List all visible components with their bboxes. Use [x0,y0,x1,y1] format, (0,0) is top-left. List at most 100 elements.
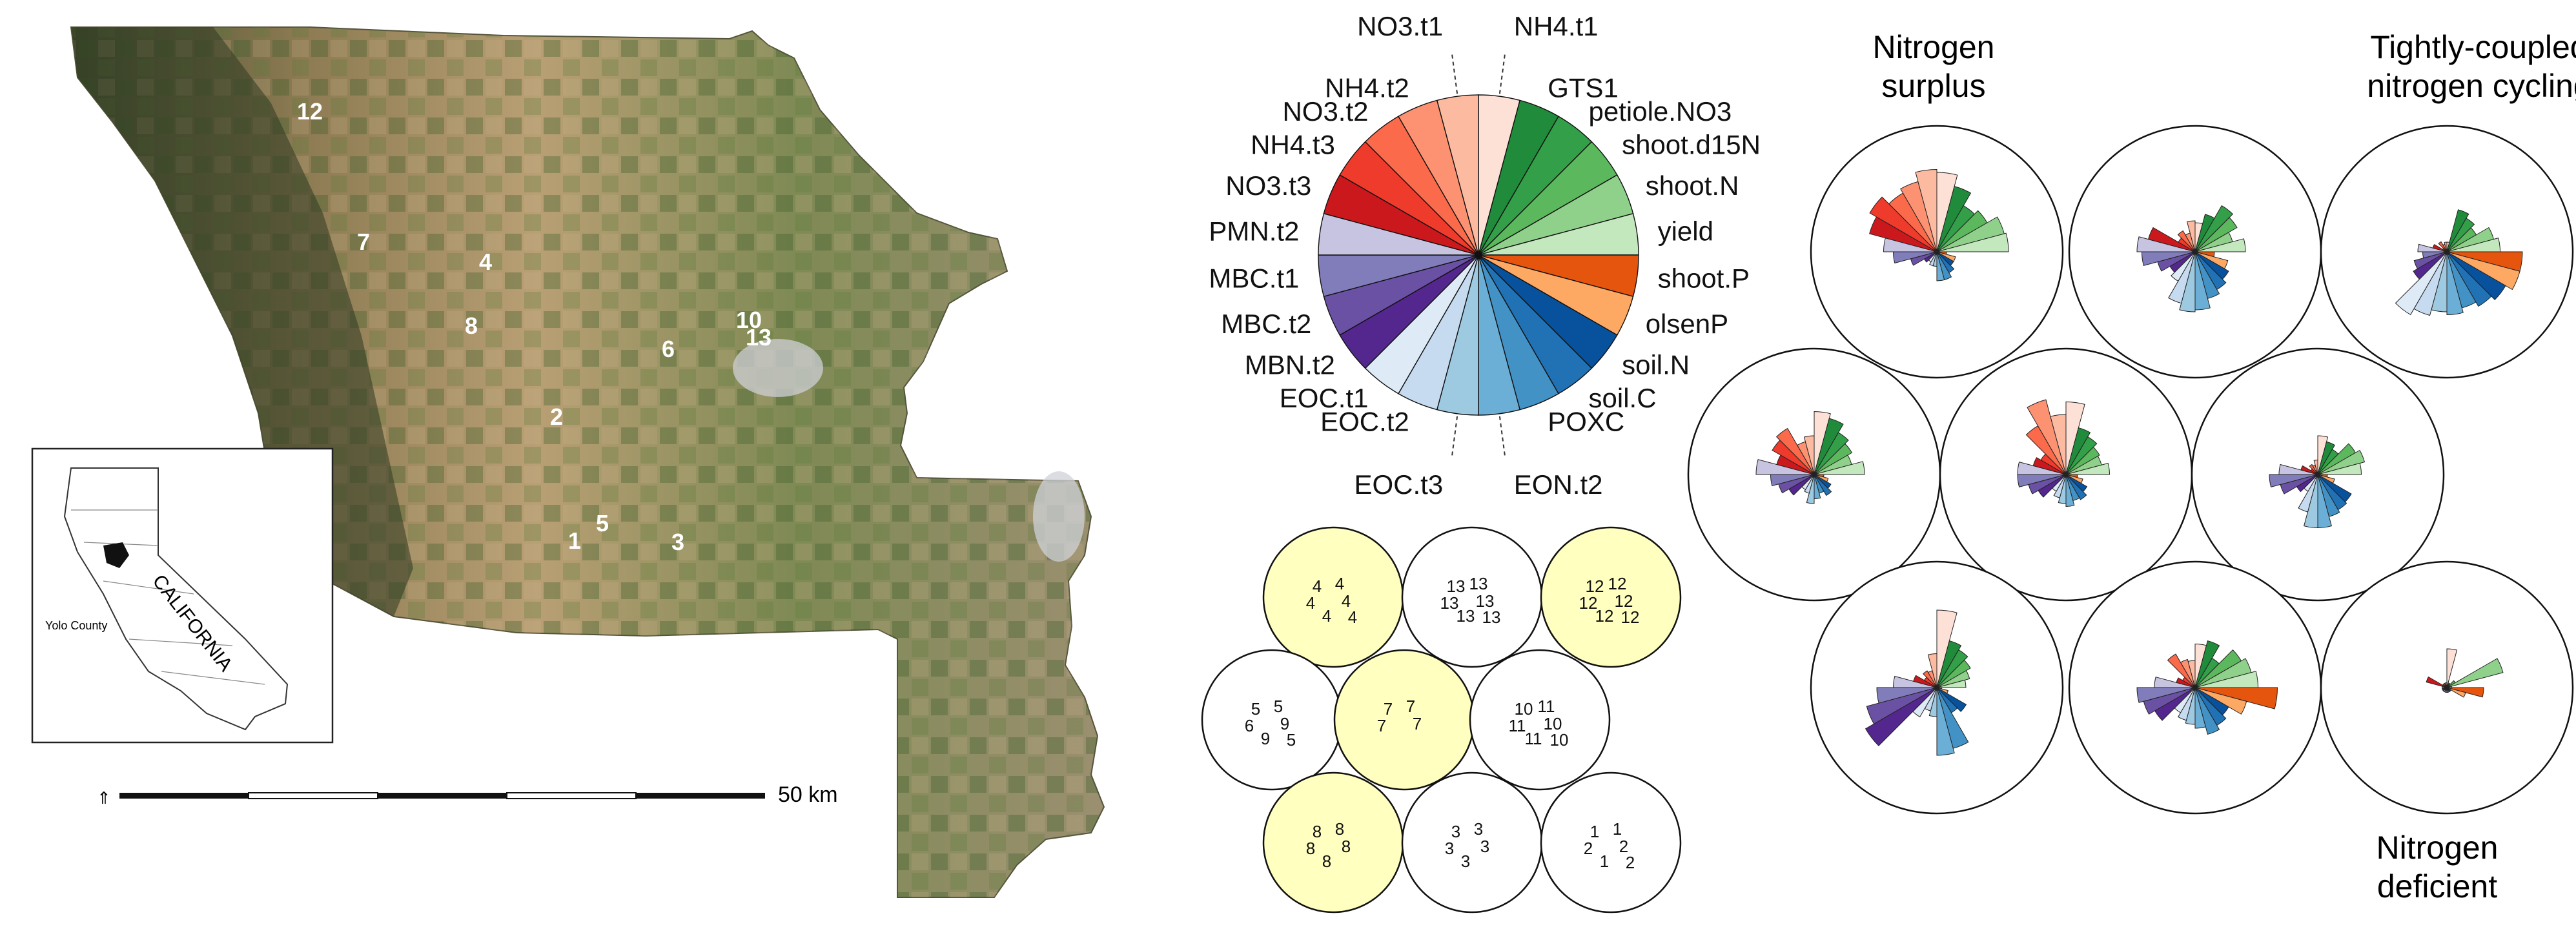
cluster-wedge [2147,227,2196,252]
site-grid-label: 1 [1590,822,1599,841]
cluster-wedge [2065,446,2100,475]
cluster-wedge [2445,682,2448,688]
site-grid-label: 4 [1313,577,1322,596]
site-grid-label: 7 [1406,697,1415,716]
site-grid-label: 10 [1515,699,1533,719]
cluster-wedge [2395,251,2448,316]
legend-variable-label: soil.N [1622,350,1690,380]
site-grid-label: 11 [1525,729,1542,748]
map-site-label: 8 [465,312,478,339]
site-grid-label: 2 [1619,837,1628,856]
cluster-wedge [2317,449,2366,475]
legend-leader [1498,416,1506,459]
legend-variable-label: NO3.t2 [1282,96,1368,127]
california-outline [63,467,289,731]
scale-bar: ⇑ 50 km [97,782,838,808]
cluster-wedge [2446,251,2492,307]
cluster-wedge [2136,687,2196,703]
cluster-wedge [1869,196,1937,252]
cluster-wheel [2320,125,2574,379]
legend-variable-label: shoot.N [1646,170,1739,201]
legend-variable-label: NH4.t3 [1251,130,1335,160]
cluster-wedge [1866,687,1937,724]
map-site-label: 13 [746,324,772,351]
cluster-wedge [2446,658,2504,688]
cluster-wedge [1803,435,1815,475]
cluster-wheel [2320,560,2574,815]
cluster-wedge [2168,251,2196,304]
scale-label: 50 km [778,782,838,807]
site-grid-label: 4 [1322,606,1331,626]
cluster-wedge [1936,679,1967,688]
cluster-wheel [2068,125,2322,379]
map-site-label: 10 [736,307,762,333]
cluster-wedge [2050,414,2067,475]
cluster-wheel [1939,347,2193,602]
label-tightly-coupled: Tightly-coupled nitrogen cycling [2367,29,2576,104]
site-grid-label: 3 [1480,837,1489,856]
cluster-wedge [1936,659,1971,688]
cluster-wedge [1915,168,1937,252]
site-grid-label: 12 [1615,591,1633,611]
site-grid-label: 8 [1342,837,1351,856]
site-grid-label: 12 [1586,577,1604,596]
cluster-wedge [2171,251,2196,282]
site-grid-cell [1401,771,1543,914]
cluster-wedge [1936,649,1968,688]
cluster-wedge [2065,462,2111,475]
site-grid-label: 5 [1251,699,1260,719]
cluster-wedge [2194,205,2234,252]
cluster-wedge [2317,441,2335,475]
cluster-wedge [2446,218,2475,252]
site-grid-label: 7 [1413,714,1422,733]
north-arrow-icon: ⇑ [97,788,111,808]
site-grid-label: 8 [1335,819,1344,839]
cluster-wedge [1814,474,1832,496]
cluster-wedge [2178,687,2196,721]
site-grid-label: 11 [1509,716,1526,735]
cluster-wedge [2309,464,2318,475]
site-grid-label: 12 [1579,593,1598,613]
legend-variable-label: GTS1 [1548,72,1619,103]
cluster-wedge [2194,640,2220,688]
site-grid-cell [1401,526,1543,668]
cluster-wedge [2426,676,2448,688]
cluster-wedge [1936,687,1955,756]
site-grid-label: 8 [1313,822,1322,841]
legend-variable-label: shoot.P [1658,263,1750,294]
cluster-wedge [1936,232,2009,252]
cluster-wedge [1775,427,1815,475]
cluster-wedge [1814,443,1853,475]
site-grid-label: 2 [1584,839,1593,858]
site-grid-label: 3 [1461,852,1470,871]
site-grid-label: 13 [1469,574,1488,593]
legend-variable-label: petiole.NO3 [1589,96,1732,127]
legend-variable-label: NO3.t3 [1225,170,1311,201]
map-site-label: 3 [671,529,684,555]
cluster-wedge [2065,474,2087,500]
site-grid-label: 13 [1457,606,1475,626]
site-grid-label: 4 [1306,593,1315,613]
legend-variable-label: EOC.t1 [1280,383,1369,413]
cluster-wheel [1810,125,2064,379]
cluster-labels: Nitrogen surplus Tightly-coupled nitrogen … [1873,29,2576,904]
cluster-wedge [2065,436,2098,475]
cluster-wedge [1936,687,1967,712]
site-grid-label: 9 [1280,714,1289,733]
cluster-wedge [2446,209,2469,252]
cluster-wheel [1687,347,1941,602]
map-site-label: 6 [662,336,675,362]
label-nitrogen-deficient: Nitrogen deficient [2377,830,2499,904]
site-grid-label: 5 [1287,730,1296,750]
cluster-wedge [1865,687,1937,746]
cluster-wedge [2438,241,2448,252]
cluster-wedge [2065,474,2075,507]
site-grid-label: 10 [1550,730,1569,750]
cluster-wedge [1936,670,1970,688]
site-grid-cell [1201,649,1343,791]
cluster-wedge [2446,251,2506,300]
map-site-label: 4 [479,249,492,275]
site-grid-label: 8 [1322,852,1331,871]
